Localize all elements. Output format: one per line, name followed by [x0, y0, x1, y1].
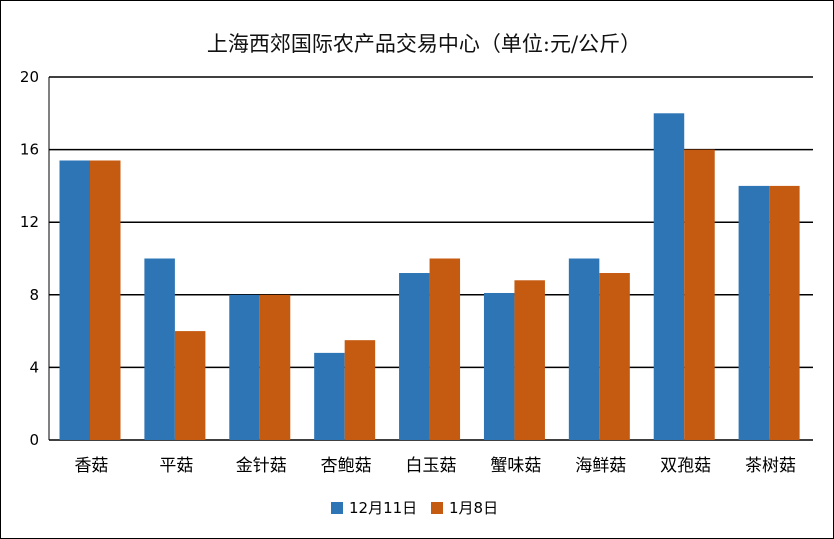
y-tick-label: 8 — [29, 286, 39, 304]
bar-series2 — [514, 280, 545, 440]
y-axis-ticks: 0 4 8 12 16 20 — [20, 68, 39, 449]
legend-label: 12月11日 — [349, 499, 417, 517]
bar-series1 — [653, 113, 685, 441]
chart-title: 上海西郊国际农产品交易中心（单位:元/公斤） — [207, 32, 641, 56]
x-tick-label: 金针菇 — [236, 456, 287, 476]
x-tick-label: 双孢菇 — [660, 456, 711, 476]
bar-series2 — [599, 273, 630, 440]
y-tick-label: 0 — [29, 431, 39, 449]
bar-series2 — [429, 258, 461, 440]
legend: 12月11日 1月8日 — [331, 499, 498, 517]
bar-series2 — [684, 149, 715, 440]
bar-series2 — [769, 185, 800, 440]
x-tick-label: 香菇 — [74, 456, 108, 476]
bar-series2 — [344, 340, 376, 440]
x-tick-label: 平菇 — [159, 456, 193, 476]
y-tick-label: 12 — [20, 213, 39, 231]
bar-series1 — [59, 160, 90, 441]
x-tick-label: 白玉菇 — [406, 456, 457, 476]
bar-series2 — [259, 294, 291, 440]
bar-series2 — [174, 331, 206, 440]
bar-series1 — [568, 258, 600, 440]
legend-swatch — [331, 502, 343, 514]
bar-series1 — [399, 273, 430, 440]
bar-series1 — [738, 185, 770, 440]
y-tick-label: 4 — [29, 358, 39, 376]
x-tick-label: 蟹味菇 — [490, 456, 541, 476]
y-tick-label: 20 — [20, 68, 39, 86]
bar-series1 — [483, 292, 515, 440]
y-tick-label: 16 — [20, 141, 39, 159]
legend-label: 1月8日 — [449, 499, 498, 517]
bar-series1 — [314, 352, 345, 440]
bar-series1 — [229, 294, 260, 440]
x-tick-label: 海鲜菇 — [575, 456, 626, 476]
bar-series1 — [144, 258, 175, 440]
bar-series2 — [90, 160, 121, 441]
bars — [59, 113, 800, 441]
x-tick-label: 杏鲍菇 — [321, 456, 372, 476]
legend-swatch — [431, 502, 443, 514]
x-tick-label: 茶树菇 — [745, 456, 796, 476]
x-axis-ticks: 香菇 平菇 金针菇 杏鲍菇 白玉菇 蟹味菇 海鲜菇 双孢菇 茶树菇 — [74, 456, 796, 476]
